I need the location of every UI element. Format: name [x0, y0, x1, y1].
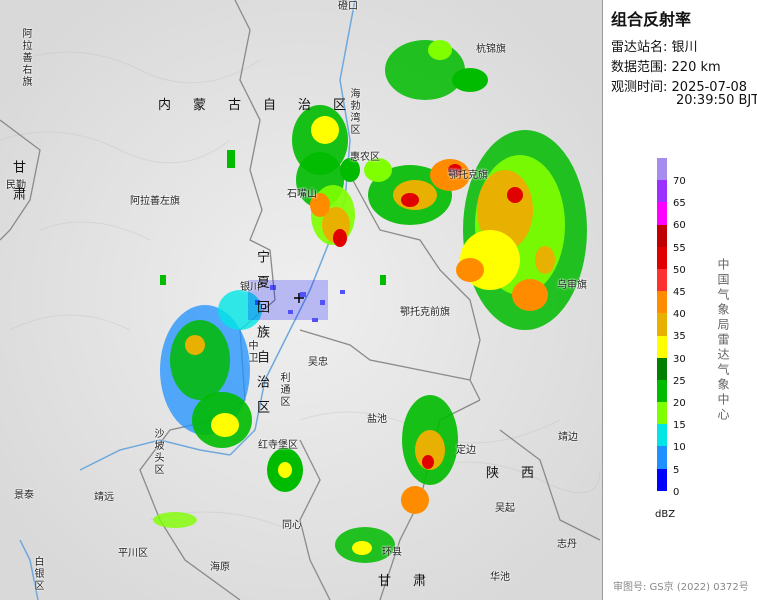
legend-tick-label: 60	[673, 220, 686, 232]
station-label: 雷达站名:	[611, 40, 668, 55]
place-label: 志丹	[557, 539, 577, 550]
legend-swatch	[657, 335, 667, 358]
place-label: 沙坡头区	[152, 428, 163, 476]
legend-swatch	[657, 180, 667, 203]
legend-swatch	[657, 379, 667, 403]
legend-swatch	[657, 224, 667, 247]
legend-swatch	[657, 291, 667, 314]
place-label: 乌审旗	[557, 280, 587, 291]
place-label: 石嘴山	[287, 189, 317, 200]
legend-tick-label: 40	[673, 309, 686, 321]
legend-unit: dBZ	[655, 509, 676, 520]
place-label: 平川区	[118, 548, 148, 559]
time-label: 观测时间:	[611, 80, 668, 95]
color-legend	[657, 158, 667, 491]
date-value: 2025-07-08	[671, 80, 748, 95]
place-label: 环县	[382, 547, 402, 558]
legend-swatch	[657, 313, 667, 336]
radar-echoes	[153, 40, 587, 563]
legend-tick-label: 35	[673, 331, 686, 343]
legend-tick-label: 10	[673, 442, 686, 454]
radar-map[interactable]: 磴口 杭锦旗 阿拉善右旗 民勤 阿拉善左旗 石嘴山 鄂托克旗 鄂托克前旗 乌审旗…	[0, 0, 602, 600]
place-label: 靖远	[94, 492, 114, 503]
region-label: 甘肃	[10, 160, 25, 214]
place-label: 鄂托克旗	[448, 170, 488, 181]
region-label: 内蒙古自治区	[158, 98, 369, 113]
place-label: 盐池	[367, 414, 387, 425]
legend-tick-label: 20	[673, 398, 686, 409]
place-label: 民勤	[6, 180, 26, 191]
info-panel: 组合反射率 雷达站名: 银川 数据范围: 220 km 观测时间: 2025-0…	[602, 0, 757, 600]
legend-swatch	[657, 158, 667, 181]
place-label: 海原	[210, 562, 230, 573]
range-label: 数据范围:	[611, 60, 668, 75]
place-label: 银川	[240, 282, 260, 293]
place-label: 鄂托克前旗	[400, 307, 450, 318]
region-label: 甘肃	[378, 574, 449, 589]
place-label: 阿拉善左旗	[130, 196, 180, 207]
legend-swatch	[657, 357, 667, 380]
place-label: 中卫	[246, 340, 257, 364]
legend-swatch	[657, 202, 667, 225]
place-label: 海勃湾区	[348, 88, 359, 136]
rivers	[19, 0, 356, 600]
legend-swatch	[657, 246, 667, 269]
legend-tick-label: 30	[673, 353, 686, 365]
place-label: 磴口	[338, 1, 358, 12]
legend-tick-label: 45	[673, 287, 686, 298]
place-label: 同心	[282, 520, 302, 531]
place-label: 定边	[456, 445, 476, 456]
place-label: 靖边	[558, 432, 578, 443]
panel-title: 组合反射率	[611, 10, 692, 29]
place-label: 景泰	[14, 490, 34, 501]
place-label: 白银区	[32, 556, 43, 592]
place-label: 利通区	[278, 372, 289, 408]
station-row: 雷达站名: 银川	[611, 36, 698, 55]
legend-tick-label: 15	[673, 420, 686, 432]
place-label: 吴起	[495, 503, 515, 514]
time-row: 观测时间: 2025-07-08	[611, 76, 747, 95]
region-label: 宁夏回族自治区	[254, 250, 269, 425]
legend-tick-label: 55	[673, 242, 686, 254]
legend-tick-label: 0	[673, 486, 680, 498]
radar-map-canvas	[0, 0, 602, 600]
station-value: 银川	[671, 40, 698, 55]
range-row: 数据范围: 220 km	[611, 56, 721, 75]
radar-station-marker	[294, 293, 304, 303]
legend-tick-label: 25	[673, 375, 686, 387]
range-value: 220 km	[671, 60, 721, 75]
legend-swatch	[657, 468, 667, 491]
legend-tick-label: 5	[673, 464, 680, 476]
region-label: 陕西	[486, 466, 557, 481]
place-label: 华池	[490, 572, 510, 583]
place-label: 吴忠	[308, 357, 328, 368]
footer-approval: 审图号: GS京 (2022) 0372号	[613, 582, 749, 593]
place-label: 杭锦旗	[476, 44, 506, 55]
legend-swatch	[657, 424, 667, 447]
legend-tick-label: 70	[673, 176, 686, 187]
legend-swatch	[657, 402, 667, 425]
organization-label: 中国气象局雷达气象中心	[716, 258, 730, 423]
legend-tick-label: 50	[673, 264, 686, 276]
legend-swatch	[657, 446, 667, 469]
time-value: 20:39:50 BJT	[676, 93, 757, 108]
legend-swatch	[657, 268, 667, 292]
place-label: 惠农区	[350, 152, 380, 163]
place-label: 阿拉善右旗	[20, 28, 31, 88]
place-label: 红寺堡区	[258, 440, 298, 451]
legend-tick-label: 65	[673, 198, 686, 210]
